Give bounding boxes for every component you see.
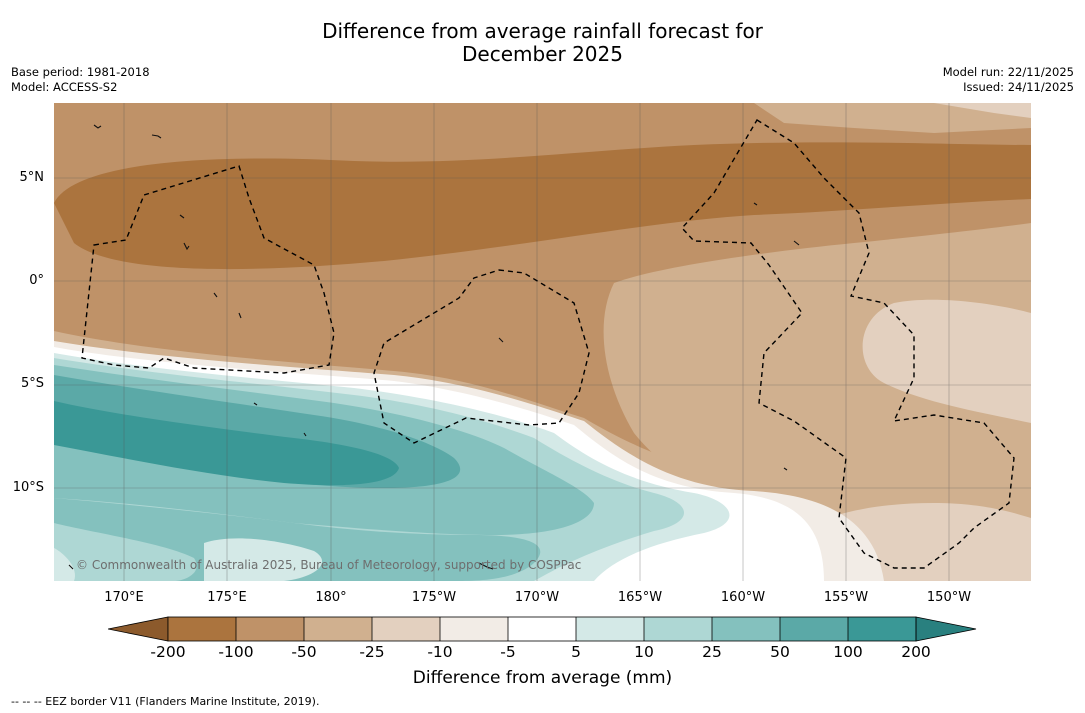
model-run-text: Model run: 22/11/2025: [942, 65, 1074, 79]
island: [93, 124, 102, 129]
lon-label-160w: 160°W: [720, 590, 766, 605]
colorbar-swatch: [644, 617, 712, 641]
band-minus-10-top: [934, 103, 1031, 118]
colorbar: [108, 616, 977, 642]
colorbar-tick: -100: [218, 643, 254, 661]
colorbar-dividers: [235, 617, 849, 641]
lat-label-0: 0°: [29, 273, 44, 288]
graticule: [54, 103, 1031, 581]
island: [151, 134, 162, 139]
map-title: Difference from average rainfall forecas…: [0, 20, 1085, 66]
island: [753, 202, 758, 206]
colorbar-swatch: [236, 617, 304, 641]
island: [183, 242, 190, 251]
band-plus-10-southwest: [204, 538, 323, 581]
colorbar-tick: -10: [427, 643, 453, 661]
island: [238, 312, 242, 319]
colorbar-tick: 25: [702, 643, 722, 661]
title-line-2: December 2025: [462, 42, 623, 66]
lon-label-155w: 155°W: [823, 590, 869, 605]
lat-label-5n: 5°N: [19, 170, 45, 185]
eez-border-west: [81, 165, 335, 374]
colorbar-swatch: [304, 617, 372, 641]
colorbar-swatch: [168, 617, 236, 641]
colorbar-frame: [167, 616, 917, 642]
island: [303, 432, 307, 437]
colorbar-tick: 200: [901, 643, 931, 661]
colorbar-title: Difference from average (mm): [412, 668, 673, 688]
band-plus-25-southwest: [54, 523, 197, 581]
lon-label-175e: 175°E: [207, 590, 247, 605]
colorbar-extend-low: [108, 616, 169, 642]
colorbar-swatch: [780, 617, 848, 641]
colorbar-tick: -5: [500, 643, 516, 661]
title-line-1: Difference from average rainfall forecas…: [322, 19, 763, 43]
colorbar-tick: -50: [291, 643, 317, 661]
colorbar-swatch: [712, 617, 780, 641]
colorbar-swatch: [848, 617, 916, 641]
eez-legend: -- -- -- EEZ border V11 (Flanders Marine…: [11, 695, 320, 708]
colorbar-swatch: [576, 617, 644, 641]
colorbar-tick: 5: [571, 643, 581, 661]
eez-borders: [81, 119, 1015, 569]
band-minus-10-east: [862, 299, 1031, 423]
model-info: Base period: 1981-2018 Model: ACCESS-S2: [11, 65, 150, 94]
colorbar-tick: 50: [770, 643, 790, 661]
model-name-text: Model: ACCESS-S2: [11, 79, 118, 94]
island: [253, 402, 258, 406]
island: [179, 214, 185, 219]
issued-text: Issued: 24/11/2025: [963, 79, 1074, 94]
lon-label-170e: 170°E: [104, 590, 144, 605]
island: [783, 467, 788, 471]
lat-label-5s: 5°S: [20, 376, 44, 391]
rainfall-anomaly-field: [54, 103, 1031, 581]
colorbar-tick: -200: [150, 643, 186, 661]
island: [478, 562, 494, 570]
run-info: Model run: 22/11/2025 Issued: 24/11/2025: [943, 65, 1074, 94]
lon-label-170w: 170°W: [514, 590, 560, 605]
eez-border-east: [681, 119, 1015, 569]
lon-label-150w: 150°W: [926, 590, 972, 605]
colorbar-swatch: [440, 617, 508, 641]
island: [213, 292, 218, 298]
colorbar-extend-high: [915, 616, 977, 642]
lon-label-165w: 165°W: [617, 590, 663, 605]
band-minus-25-top: [754, 103, 1031, 133]
base-period-text: Base period: 1981-2018: [11, 65, 150, 79]
band-minus-100: [54, 142, 1031, 270]
lat-label-10s: 10°S: [12, 480, 44, 495]
colorbar-tick: -25: [359, 643, 385, 661]
colorbar-tick: 100: [833, 643, 863, 661]
lon-label-180: 180°: [315, 590, 347, 605]
island: [793, 240, 800, 246]
colorbar-swatch: [372, 617, 440, 641]
island: [68, 564, 74, 570]
colorbar-swatch: [508, 617, 576, 641]
rainfall-map: [54, 103, 1031, 581]
band-plus-200: [54, 401, 399, 486]
eez-border-central: [373, 269, 590, 444]
island: [498, 337, 504, 343]
copyright-notice: © Commonwealth of Australia 2025, Bureau…: [76, 558, 582, 572]
colorbar-tick: 10: [634, 643, 654, 661]
band-plus-10-corner: [54, 548, 75, 581]
lon-label-175w: 175°W: [411, 590, 457, 605]
islands: [68, 124, 800, 570]
